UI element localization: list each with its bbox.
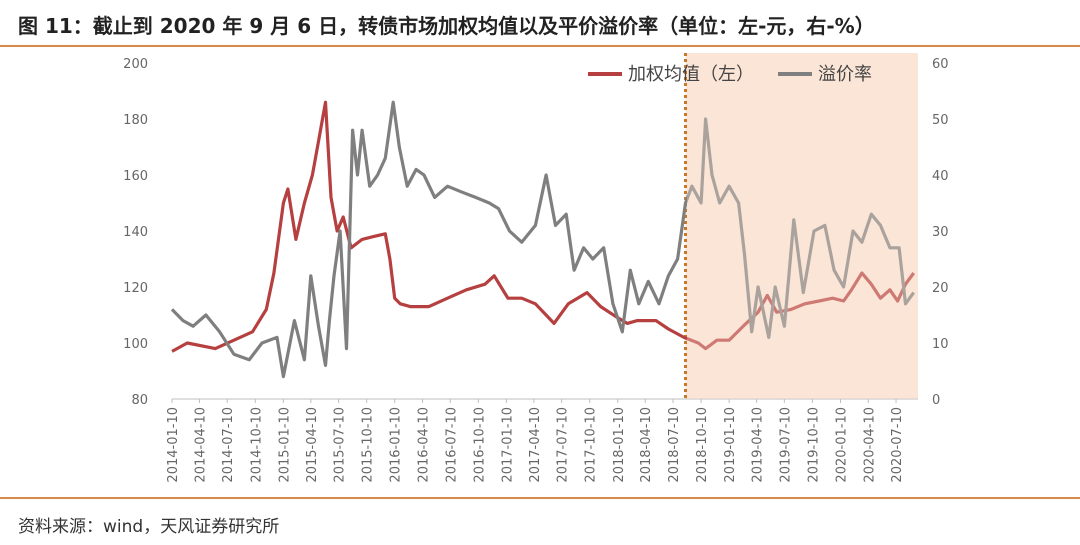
- x-tick-label: 2018-07-10: [667, 407, 682, 483]
- y-left-tick-label: 120: [123, 281, 148, 296]
- series-line-weighted-mean: [171, 100, 915, 353]
- series-group: [170, 53, 918, 399]
- y-left-tick-label: 160: [123, 169, 148, 184]
- legend: 加权均值（左） 溢价率: [588, 64, 872, 85]
- x-tick-label: 2018-01-10: [612, 407, 627, 483]
- x-tick-label: 2017-01-10: [500, 407, 515, 483]
- legend-label: 加权均值（左）: [628, 64, 754, 85]
- y-left-tick-label: 180: [123, 113, 148, 128]
- y-right-tick-label: 0: [932, 393, 940, 408]
- x-tick-label: 2015-04-10: [305, 407, 320, 483]
- y-right-tick-label: 30: [932, 225, 949, 240]
- x-tick-label: 2014-01-10: [166, 407, 181, 483]
- x-tick-label: 2016-10-10: [472, 407, 487, 483]
- x-tick-label: 2020-04-10: [862, 407, 877, 483]
- y-left-tick-label: 140: [123, 225, 148, 240]
- figure-title: 图 11：截止到 2020 年 9 月 6 日，转债市场加权均值以及平价溢价率（…: [18, 14, 875, 38]
- y-right-tick-label: 10: [932, 337, 949, 352]
- y-right-tick-label: 50: [932, 113, 949, 128]
- x-tick-label: 2019-10-10: [806, 407, 821, 483]
- y-left-tick-label: 200: [123, 57, 148, 72]
- y-right-tick-label: 20: [932, 281, 949, 296]
- x-tick-label: 2016-01-10: [389, 407, 404, 483]
- x-tick-label: 2015-01-10: [277, 407, 292, 483]
- x-tick-label: 2019-01-10: [723, 407, 738, 483]
- x-tick-label: 2017-07-10: [556, 407, 571, 483]
- x-tick-label: 2014-04-10: [193, 407, 208, 483]
- title-rule: [0, 45, 1080, 47]
- y-left-tick-label: 100: [123, 337, 148, 352]
- x-tick-label: 2015-07-10: [333, 407, 348, 483]
- legend-label: 溢价率: [818, 64, 872, 85]
- x-tick-label: 2018-04-10: [639, 407, 654, 483]
- x-tick-label: 2016-04-10: [416, 407, 431, 483]
- x-tick-label: 2019-07-10: [778, 407, 793, 483]
- x-tick-label: 2017-04-10: [528, 407, 543, 483]
- source-rule: [0, 497, 1080, 499]
- x-tick-label: 2020-07-10: [890, 407, 905, 483]
- series-line-premium-rate: [170, 100, 915, 379]
- source-note: 资料来源：wind，天风证券研究所: [18, 517, 280, 537]
- x-tick-label: 2016-07-10: [444, 407, 459, 483]
- y-right-tick-label: 40: [932, 169, 949, 184]
- line-chart: 80 100 120 140 160 180 200 0 10 20 30 40 50 60 2014-01…: [123, 53, 949, 483]
- y-left-tick-label: 80: [131, 393, 148, 408]
- x-tick-label: 2020-01-10: [835, 407, 850, 483]
- x-tick-label: 2014-07-10: [221, 407, 236, 483]
- x-tick-label: 2015-10-10: [361, 407, 376, 483]
- y-right-tick-label: 60: [932, 57, 949, 72]
- highlight-overlay: [687, 53, 918, 399]
- x-tick-label: 2019-04-10: [751, 407, 766, 483]
- x-tick-label: 2014-10-10: [249, 407, 264, 483]
- x-tick-label: 2018-10-10: [695, 407, 710, 483]
- x-tick-label: 2017-10-10: [584, 407, 599, 483]
- axis-ticks: 80 100 120 140 160 180 200 0 10 20 30 40 50 60 2014-01…: [123, 57, 948, 483]
